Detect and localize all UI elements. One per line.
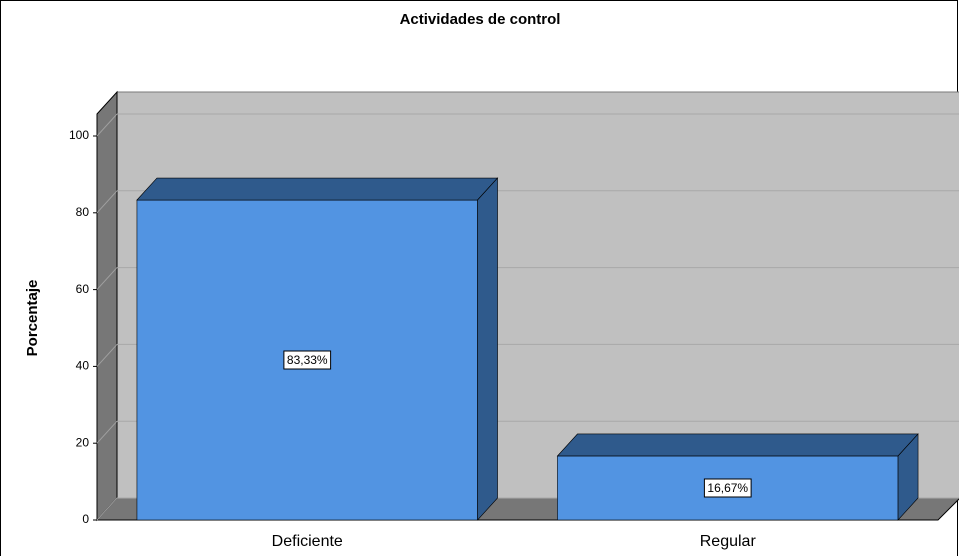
grid-line-side (96, 113, 118, 137)
y-tick-label: 20 (76, 435, 90, 449)
left-wall (96, 90, 118, 522)
x-tick-label: Regular (700, 533, 757, 550)
grid-line-side (96, 497, 118, 521)
y-axis-label: Porcentaje (24, 280, 41, 357)
y-tick-label: 0 (82, 512, 89, 526)
bar-side (897, 433, 919, 521)
value-label: 83,33% (287, 353, 328, 367)
y-tick-label: 40 (76, 359, 90, 373)
value-label-box (703, 478, 752, 498)
y-tick-label: 60 (76, 282, 90, 296)
value-label-box (283, 350, 332, 370)
grid-line-side (96, 190, 118, 214)
y-tick-label: 100 (69, 128, 89, 142)
grid-line-side (96, 267, 118, 290)
x-tick-label: Deficiente (272, 533, 343, 550)
bar-top (136, 177, 499, 201)
grid-line-side (96, 344, 118, 367)
chart-title: Actividades de control (400, 11, 561, 28)
value-label: 16,67% (707, 481, 748, 495)
grid-line-side (96, 420, 118, 444)
bar-top (556, 433, 919, 457)
y-tick-label: 80 (76, 205, 90, 219)
bar-side (477, 177, 498, 521)
